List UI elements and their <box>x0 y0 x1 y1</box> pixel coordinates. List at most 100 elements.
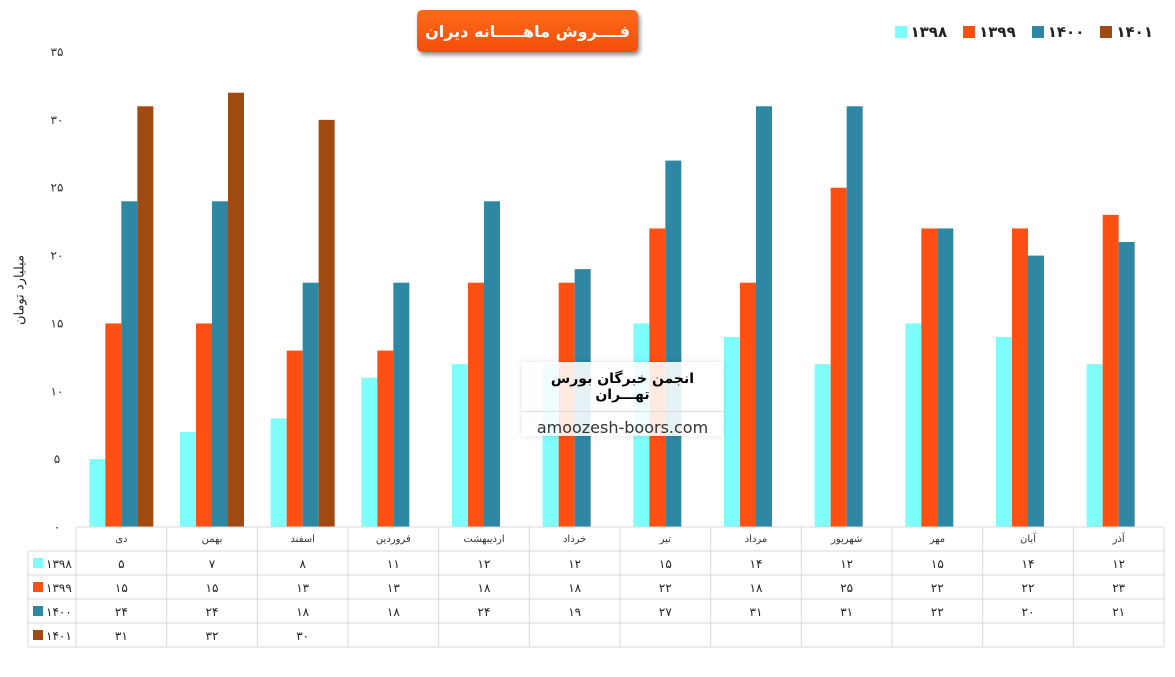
bar <box>996 337 1012 527</box>
bar <box>302 282 319 527</box>
table-series-name: ۱۴۰۰ <box>46 605 72 619</box>
data-label: ۳۱ <box>115 629 128 643</box>
data-label: ۱۴ <box>1022 557 1035 571</box>
data-label: ۱۳ <box>387 581 400 595</box>
bar <box>756 106 772 528</box>
bar <box>830 187 847 527</box>
data-label: ۲۲ <box>931 605 944 619</box>
data-label: ۱۹ <box>568 605 581 619</box>
bar <box>740 282 756 527</box>
x-tick-label: دی <box>115 534 127 545</box>
data-label: ۱۸ <box>568 581 581 595</box>
y-tick-label: ۵ <box>54 452 60 466</box>
y-tick-label: ۰ <box>54 520 60 534</box>
data-label: ۱۵ <box>206 581 219 595</box>
y-tick-label: ۳۵ <box>51 45 64 59</box>
bar <box>361 377 378 527</box>
data-label: ۲۰ <box>1022 605 1035 619</box>
data-label: ۱۸ <box>750 581 763 595</box>
x-tick-label: مهر <box>929 534 945 545</box>
legend-label: ۱۴۰۰ <box>1047 23 1085 41</box>
legend-item: ۱۴۰۱ <box>1100 23 1153 41</box>
table-series-name: ۱۴۰۱ <box>46 629 72 643</box>
table-series-name: ۱۳۹۹ <box>46 581 72 595</box>
data-label: ۳۲ <box>206 629 219 643</box>
table-legend-swatch <box>33 582 43 592</box>
watermark-divider <box>522 411 723 412</box>
bar <box>137 106 154 528</box>
data-label: ۳۱ <box>750 605 763 619</box>
legend-item: ۱۳۹۹ <box>963 23 1016 41</box>
data-label: ۱۲ <box>840 557 853 571</box>
legend-item: ۱۴۰۰ <box>1031 23 1085 41</box>
data-label: ۲۴ <box>206 605 219 619</box>
data-label: ۵ <box>118 557 124 571</box>
y-tick-label: ۲۰ <box>51 249 64 263</box>
data-label: ۱۳ <box>296 581 309 595</box>
y-axis-label: میلیارد تومان <box>12 254 28 326</box>
bar <box>1118 242 1135 527</box>
bar <box>377 350 394 527</box>
data-label: ۱۴ <box>750 557 763 571</box>
data-label: ۷ <box>209 557 216 571</box>
bar <box>937 228 954 527</box>
x-tick-label: بهمن <box>202 534 223 545</box>
data-label: ۲۲ <box>1022 581 1035 595</box>
y-tick-label: ۱۵ <box>51 316 64 330</box>
bar <box>318 119 335 527</box>
data-label: ۲۴ <box>478 605 491 619</box>
x-tick-label: مرداد <box>745 534 768 545</box>
table-legend-swatch <box>33 630 43 640</box>
bar <box>1012 228 1028 527</box>
bar <box>484 201 500 528</box>
chart-legend: ۱۳۹۸ ۱۳۹۹ ۱۴۰۰ ۱۴۰۱ <box>894 23 1153 41</box>
watermark: انجمن خبرگان بورس تهـــران amoozesh-boor… <box>522 362 723 437</box>
watermark-title: انجمن خبرگان بورس تهـــران <box>550 371 695 403</box>
legend-label: ۱۴۰۱ <box>1116 23 1153 41</box>
legend-swatch <box>1100 26 1113 38</box>
y-tick-label: ۳۰ <box>51 113 64 127</box>
data-label: ۱۵ <box>659 557 672 571</box>
legend-swatch <box>894 26 907 38</box>
data-label: ۱۸ <box>387 605 400 619</box>
data-label: ۲۲ <box>659 581 672 595</box>
x-tick-label: فروردین <box>376 534 411 545</box>
bar <box>665 160 682 528</box>
bar <box>105 323 122 527</box>
bar <box>921 228 938 527</box>
bar <box>270 418 287 527</box>
legend-item: ۱۳۹۸ <box>894 23 947 41</box>
data-label: ۱۲ <box>568 557 581 571</box>
data-label: ۱۸ <box>478 581 491 595</box>
table-series-name: ۱۳۹۸ <box>46 557 72 571</box>
data-label: ۲۴ <box>115 605 128 619</box>
bar <box>468 282 484 527</box>
x-tick-label: آذر <box>1112 532 1126 545</box>
data-label: ۱۱ <box>387 557 400 571</box>
x-tick-label: خرداد <box>563 534 586 545</box>
bar <box>1102 214 1119 527</box>
bar <box>212 201 228 528</box>
bar <box>1028 255 1044 528</box>
bar <box>228 92 244 527</box>
data-label: ۱۲ <box>1112 557 1125 571</box>
bar <box>814 364 831 527</box>
chart-title: فــــروش ماهـــــانه دیران <box>417 10 638 52</box>
data-label: ۳۱ <box>840 605 853 619</box>
data-label: ۸ <box>299 557 306 571</box>
x-tick-label: شهریور <box>830 534 862 545</box>
data-label: ۲۷ <box>659 605 672 619</box>
data-label: ۱۸ <box>296 605 309 619</box>
data-label: ۲۲ <box>931 581 944 595</box>
data-label: ۲۳ <box>1112 581 1125 595</box>
bar <box>286 350 303 527</box>
data-label: ۱۵ <box>115 581 128 595</box>
bar <box>121 201 138 528</box>
bar <box>180 432 196 527</box>
bar <box>452 364 468 527</box>
bar <box>89 459 106 527</box>
x-tick-label: اسفند <box>290 534 314 545</box>
data-label: ۳۰ <box>296 629 309 643</box>
table-legend-swatch <box>33 606 43 616</box>
